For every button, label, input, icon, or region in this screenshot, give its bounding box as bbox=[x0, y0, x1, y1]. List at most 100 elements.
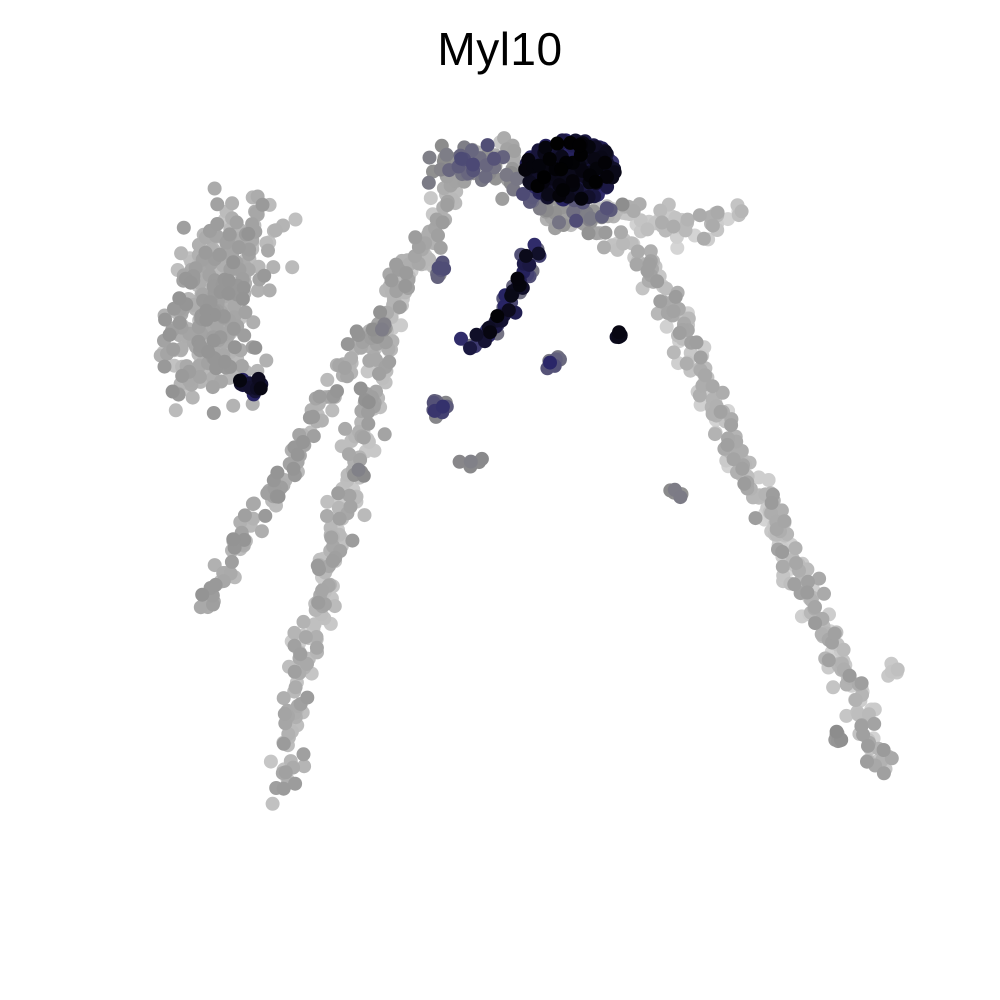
data-point bbox=[668, 289, 683, 304]
data-point bbox=[689, 335, 704, 350]
data-point bbox=[361, 405, 375, 420]
data-point bbox=[206, 333, 221, 348]
data-point bbox=[538, 140, 553, 155]
data-point bbox=[777, 514, 792, 529]
data-point bbox=[168, 403, 183, 418]
data-point bbox=[224, 554, 239, 569]
data-point bbox=[236, 280, 251, 295]
data-point bbox=[172, 291, 187, 306]
data-point bbox=[542, 152, 557, 166]
data-point bbox=[509, 171, 524, 186]
data-point bbox=[588, 174, 603, 189]
data-point bbox=[345, 533, 360, 548]
data-point bbox=[263, 754, 278, 769]
data-point bbox=[399, 266, 414, 281]
data-point bbox=[630, 244, 645, 259]
data-point bbox=[238, 305, 253, 320]
data-point bbox=[787, 577, 802, 592]
data-point bbox=[555, 183, 570, 198]
data-point bbox=[375, 322, 389, 337]
data-point bbox=[454, 331, 468, 346]
data-point bbox=[226, 398, 241, 413]
data-point bbox=[237, 328, 252, 343]
data-point bbox=[469, 327, 484, 342]
data-point bbox=[653, 203, 668, 218]
data-point bbox=[315, 583, 330, 598]
data-point bbox=[199, 312, 214, 327]
data-point bbox=[207, 181, 222, 196]
data-point bbox=[251, 283, 265, 298]
data-point bbox=[876, 743, 891, 757]
data-point bbox=[761, 473, 776, 487]
data-point bbox=[183, 275, 198, 290]
data-point bbox=[435, 399, 450, 414]
data-point bbox=[234, 359, 249, 373]
data-point bbox=[278, 765, 293, 780]
data-point bbox=[259, 353, 274, 368]
data-point bbox=[642, 257, 657, 272]
data-point bbox=[666, 219, 681, 234]
data-point bbox=[670, 240, 685, 255]
data-point bbox=[423, 191, 438, 206]
data-point bbox=[357, 508, 372, 523]
data-point bbox=[229, 215, 244, 230]
data-point bbox=[296, 747, 311, 762]
data-point bbox=[801, 574, 815, 589]
data-point bbox=[166, 342, 181, 357]
data-point bbox=[454, 151, 469, 166]
data-point bbox=[296, 614, 311, 629]
data-point bbox=[876, 766, 891, 781]
data-point bbox=[550, 136, 565, 151]
data-point bbox=[340, 337, 355, 352]
data-point bbox=[361, 416, 376, 431]
data-point bbox=[325, 553, 340, 568]
data-point bbox=[351, 462, 366, 477]
data-point bbox=[217, 354, 232, 369]
data-point bbox=[312, 389, 327, 404]
data-point bbox=[225, 196, 240, 211]
data-point bbox=[655, 215, 669, 230]
data-point bbox=[478, 169, 493, 184]
data-point bbox=[581, 226, 596, 241]
data-point bbox=[254, 524, 269, 539]
data-points bbox=[153, 131, 905, 811]
data-point bbox=[808, 616, 823, 631]
data-point bbox=[356, 430, 371, 445]
data-point bbox=[861, 738, 875, 753]
data-point bbox=[827, 626, 842, 641]
data-point bbox=[286, 461, 301, 476]
data-point bbox=[265, 796, 280, 811]
data-point bbox=[277, 706, 292, 721]
data-point bbox=[789, 556, 804, 571]
data-point bbox=[165, 384, 180, 399]
data-point bbox=[487, 151, 501, 166]
data-point bbox=[276, 736, 291, 751]
data-point bbox=[463, 454, 478, 469]
data-point bbox=[726, 452, 741, 467]
data-point bbox=[764, 495, 779, 510]
data-point bbox=[616, 236, 630, 251]
data-point bbox=[800, 585, 815, 600]
data-point bbox=[298, 630, 313, 645]
data-point bbox=[172, 315, 187, 330]
data-point bbox=[208, 577, 223, 592]
data-point bbox=[673, 490, 688, 505]
data-point bbox=[320, 494, 335, 509]
data-point bbox=[394, 318, 409, 333]
data-point bbox=[836, 642, 851, 657]
data-point bbox=[666, 345, 681, 360]
data-point bbox=[241, 226, 256, 241]
data-point bbox=[650, 274, 665, 289]
data-point bbox=[565, 174, 580, 189]
data-point bbox=[650, 306, 665, 321]
data-point bbox=[842, 668, 857, 683]
data-point bbox=[839, 708, 854, 723]
data-point bbox=[788, 541, 803, 556]
data-point bbox=[696, 231, 711, 246]
data-point bbox=[599, 201, 614, 216]
data-point bbox=[678, 223, 693, 238]
data-point bbox=[309, 640, 324, 655]
data-point bbox=[210, 217, 225, 231]
data-point bbox=[495, 191, 510, 206]
data-point bbox=[195, 587, 210, 602]
